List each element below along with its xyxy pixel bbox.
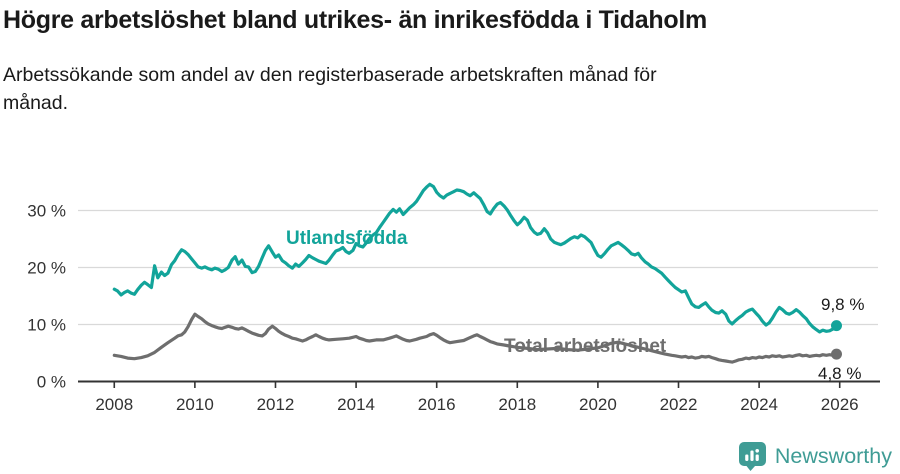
series-line xyxy=(112,182,839,334)
x-tick-label: 2020 xyxy=(579,395,617,414)
line-chart: 0 % 10 % 20 % 30 % 2008 2010 2012 2014 2016 2018 2… xyxy=(27,182,880,414)
series-end-dot xyxy=(830,348,842,360)
y-tick-label: 20 % xyxy=(27,259,66,278)
footer-branding: Newsworthy xyxy=(738,441,892,471)
series-label-utlandsfodda: Utlandsfödda xyxy=(286,228,408,249)
end-value-label-utlandsfodda: 9,8 % xyxy=(821,295,865,314)
series-end-dot xyxy=(830,320,842,332)
x-tick-label: 2012 xyxy=(257,395,295,414)
x-tick-label: 2026 xyxy=(821,395,859,414)
brand-name: Newsworthy xyxy=(774,443,892,468)
series-label-total-arbetsloshet: Total arbetslöshet xyxy=(504,336,667,357)
end-value-label-total: 4,8 % xyxy=(818,364,862,383)
y-tick-label: 30 % xyxy=(27,202,66,221)
x-tick-label: 2016 xyxy=(418,395,456,414)
x-tick-label: 2022 xyxy=(660,395,698,414)
chart-subtitle: Arbetssökande som andel av den registerb… xyxy=(3,64,657,114)
x-tick-label: 2008 xyxy=(95,395,133,414)
y-tick-label: 10 % xyxy=(27,316,66,335)
x-tick-label: 2010 xyxy=(176,395,214,414)
page-title: Högre arbetslöshet bland utrikes- än inr… xyxy=(3,6,707,34)
series-line xyxy=(112,312,839,364)
x-tick-label: 2014 xyxy=(337,395,375,414)
newsworthy-logo-icon xyxy=(738,442,766,471)
x-tick-label: 2024 xyxy=(740,395,778,414)
x-tick-label: 2018 xyxy=(498,395,536,414)
y-tick-label: 0 % xyxy=(37,373,66,392)
